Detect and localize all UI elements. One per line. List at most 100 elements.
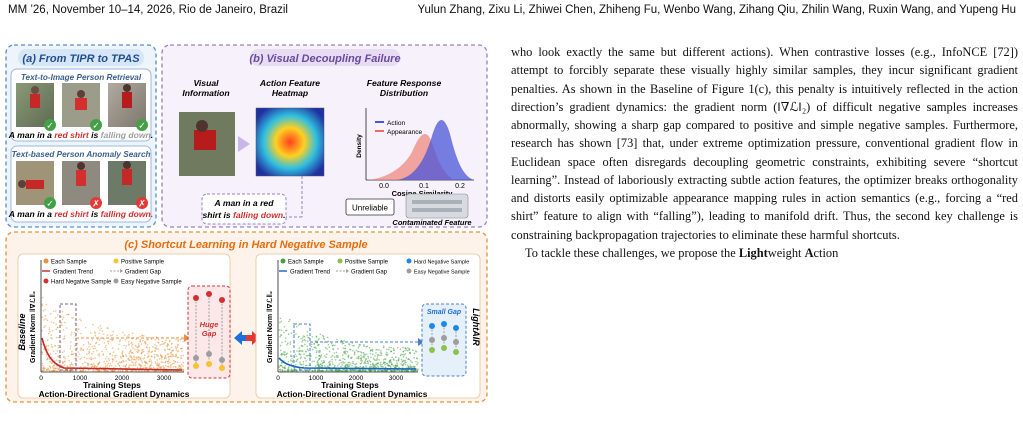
scatter-point xyxy=(69,365,71,368)
scatter-point xyxy=(341,342,344,345)
scatter-point xyxy=(346,351,349,353)
scatter-point xyxy=(97,363,99,365)
scatter-point xyxy=(379,354,381,357)
scatter-point xyxy=(101,350,103,353)
scatter-point xyxy=(167,360,169,363)
legend-item: Gradient Trend xyxy=(53,270,93,276)
scatter-point xyxy=(403,362,405,365)
small-gap-columns xyxy=(429,321,459,355)
baseline-plot: Baseline Gradient Norm ‖∇ℒ‖₂ Each Sample… xyxy=(17,253,231,399)
scatter-point xyxy=(182,341,184,343)
scatter-point xyxy=(182,370,185,372)
scatter-point xyxy=(131,370,133,372)
scatter-point xyxy=(327,343,330,346)
scatter-point xyxy=(168,348,171,351)
scatter-point xyxy=(150,351,153,354)
scatter-point xyxy=(321,366,324,368)
scatter-point xyxy=(402,350,405,353)
gap-point xyxy=(429,337,435,343)
scatter-point xyxy=(84,366,87,368)
scatter-point xyxy=(331,354,334,357)
scatter-point xyxy=(402,346,404,349)
scatter-point xyxy=(169,352,172,354)
scatter-point xyxy=(114,356,116,359)
scatter-point xyxy=(391,363,393,366)
baseline-gradient-trend xyxy=(41,337,183,371)
check-icon: ✓ xyxy=(46,199,54,209)
scatter-point xyxy=(279,368,281,371)
scatter-point xyxy=(45,369,48,372)
scatter-point xyxy=(134,348,136,351)
scatter-point xyxy=(390,370,393,372)
scatter-point xyxy=(166,344,168,347)
scatter-point xyxy=(153,356,156,359)
scatter-point xyxy=(64,321,66,324)
scatter-point xyxy=(98,369,100,372)
scatter-point xyxy=(98,343,100,346)
scatter-point xyxy=(279,344,282,347)
legend-item: Gradient Trend xyxy=(290,270,330,276)
gap-point xyxy=(219,357,225,363)
scatter-point xyxy=(98,339,101,341)
scatter-point xyxy=(145,361,148,364)
scatter-point xyxy=(380,350,382,352)
scatter-point xyxy=(146,370,149,372)
scatter-point xyxy=(330,356,333,358)
scatter-point xyxy=(165,357,167,359)
scatter-point xyxy=(164,341,167,344)
scatter-point xyxy=(47,348,50,351)
scatter-point xyxy=(278,329,281,331)
scatter-point xyxy=(48,369,50,371)
scatter-point xyxy=(117,369,120,372)
scatter-point xyxy=(340,370,343,372)
scatter-point xyxy=(95,342,97,345)
scatter-point xyxy=(364,361,366,364)
scatter-point xyxy=(318,351,320,354)
gap-point xyxy=(193,363,199,369)
scatter-point xyxy=(131,345,133,347)
scatter-point xyxy=(78,328,80,331)
scatter-point xyxy=(415,360,417,363)
scatter-point xyxy=(92,323,94,326)
scatter-point xyxy=(82,370,84,372)
scatter-point xyxy=(406,364,409,367)
scatter-point xyxy=(345,370,347,372)
scatter-point xyxy=(67,313,70,316)
scatter-point xyxy=(410,366,413,368)
scatter-point xyxy=(176,350,179,353)
scatter-point xyxy=(323,359,325,362)
scatter-point xyxy=(299,361,301,363)
scatter-point xyxy=(105,370,107,372)
scatter-point xyxy=(338,363,340,365)
panel-a-caption2: A man in a red shirt is falling down. xyxy=(8,209,153,219)
scatter-point xyxy=(326,336,329,339)
scatter-point xyxy=(398,369,400,372)
scatter-point xyxy=(308,354,310,357)
scatter-point xyxy=(122,359,124,362)
scatter-point xyxy=(125,363,128,366)
scatter-point xyxy=(111,334,114,336)
scatter-point xyxy=(180,357,182,359)
scatter-point xyxy=(287,360,290,363)
scatter-point xyxy=(79,318,81,321)
scatter-point xyxy=(82,344,85,346)
scatter-point xyxy=(146,338,148,341)
scatter-point xyxy=(58,337,60,339)
scatter-point xyxy=(135,370,138,372)
scatter-point xyxy=(114,354,116,357)
gap-point xyxy=(453,339,459,345)
panel-b: (b) Visual Decoupling Failure Visual Info… xyxy=(161,44,488,228)
scatter-point xyxy=(141,370,143,372)
scatter-point xyxy=(395,360,398,362)
scatter-point xyxy=(406,349,409,352)
scatter-point xyxy=(129,354,132,357)
scatter-point xyxy=(130,356,133,358)
scatter-point xyxy=(349,348,351,351)
scatter-point xyxy=(283,326,286,328)
scatter-point xyxy=(409,364,411,366)
scatter-point xyxy=(172,355,174,358)
scatter-point xyxy=(139,338,142,341)
scatter-point xyxy=(158,363,161,366)
scatter-point xyxy=(175,353,177,356)
scatter-point xyxy=(47,339,49,341)
